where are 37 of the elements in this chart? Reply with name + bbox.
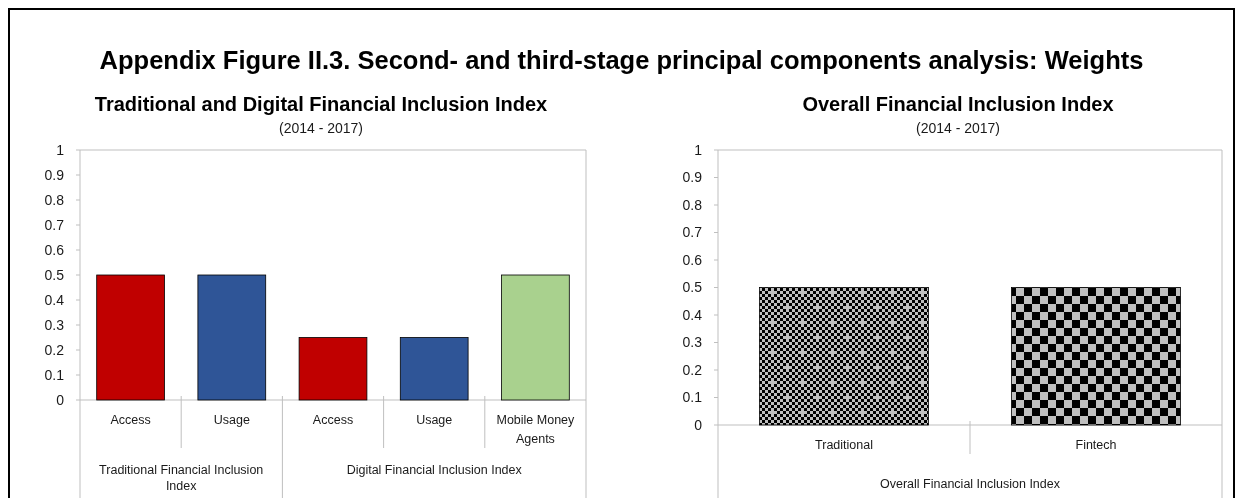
x-tick-label: Fintech xyxy=(1075,438,1117,453)
y-tick-label: 0.4 xyxy=(682,306,703,323)
text: Access xyxy=(312,413,354,428)
y-tick-label: 0.9 xyxy=(44,166,65,183)
series-label: Access xyxy=(110,413,151,428)
y-tick-label: 0 xyxy=(694,416,703,433)
y-tick-label: 0.1 xyxy=(44,366,65,383)
chart-subtitle: (2014 - 2017) xyxy=(915,120,1001,136)
y-tick-label: 0.3 xyxy=(682,334,703,351)
y-tick-label: 0.6 xyxy=(44,241,65,258)
y-tick-label: 0 xyxy=(56,391,65,408)
x-tick-label: Digital Financial Inclusion Index xyxy=(346,463,523,478)
series-label: Mobile Money Agents xyxy=(496,413,576,447)
y-tick-label: 0.7 xyxy=(682,224,703,241)
y-tick-label: 1 xyxy=(56,141,65,158)
chart-title: Traditional and Digital Financial Inclusion Index xyxy=(94,93,548,115)
y-tick-label: 0.6 xyxy=(682,251,703,268)
chart-title: Overall Financial Inclusion Index xyxy=(802,93,1114,115)
series-label: Usage xyxy=(213,413,250,428)
y-tick-label: 1 xyxy=(694,141,703,158)
x-tick-label: Traditional xyxy=(815,438,873,453)
x-tick-label: Traditional Financial Inclusion Index xyxy=(99,463,264,494)
y-tick-label: 0.3 xyxy=(44,316,65,333)
y-tick-label: 0.9 xyxy=(682,169,703,186)
y-tick-label: 0.7 xyxy=(44,216,65,233)
text: Usage xyxy=(416,413,453,428)
x-axis-title: Overall Financial Inclusion Index xyxy=(880,477,1061,492)
y-tick-label: 0.8 xyxy=(682,196,703,213)
text: Appendix Figure II.3. Second- and third-stage principal components analysis: Weights xyxy=(99,46,1144,74)
y-tick-label: 0.4 xyxy=(44,291,65,308)
y-tick-label: 0.5 xyxy=(682,279,703,296)
y-tick-label: 0.8 xyxy=(44,191,65,208)
y-tick-label: 0.1 xyxy=(682,389,703,406)
y-tick-label: 0.5 xyxy=(44,266,65,283)
chart-subtitle: (2014 - 2017) xyxy=(278,120,364,136)
y-tick-label: 0.2 xyxy=(44,341,65,358)
y-tick-label: 0.2 xyxy=(682,361,703,378)
